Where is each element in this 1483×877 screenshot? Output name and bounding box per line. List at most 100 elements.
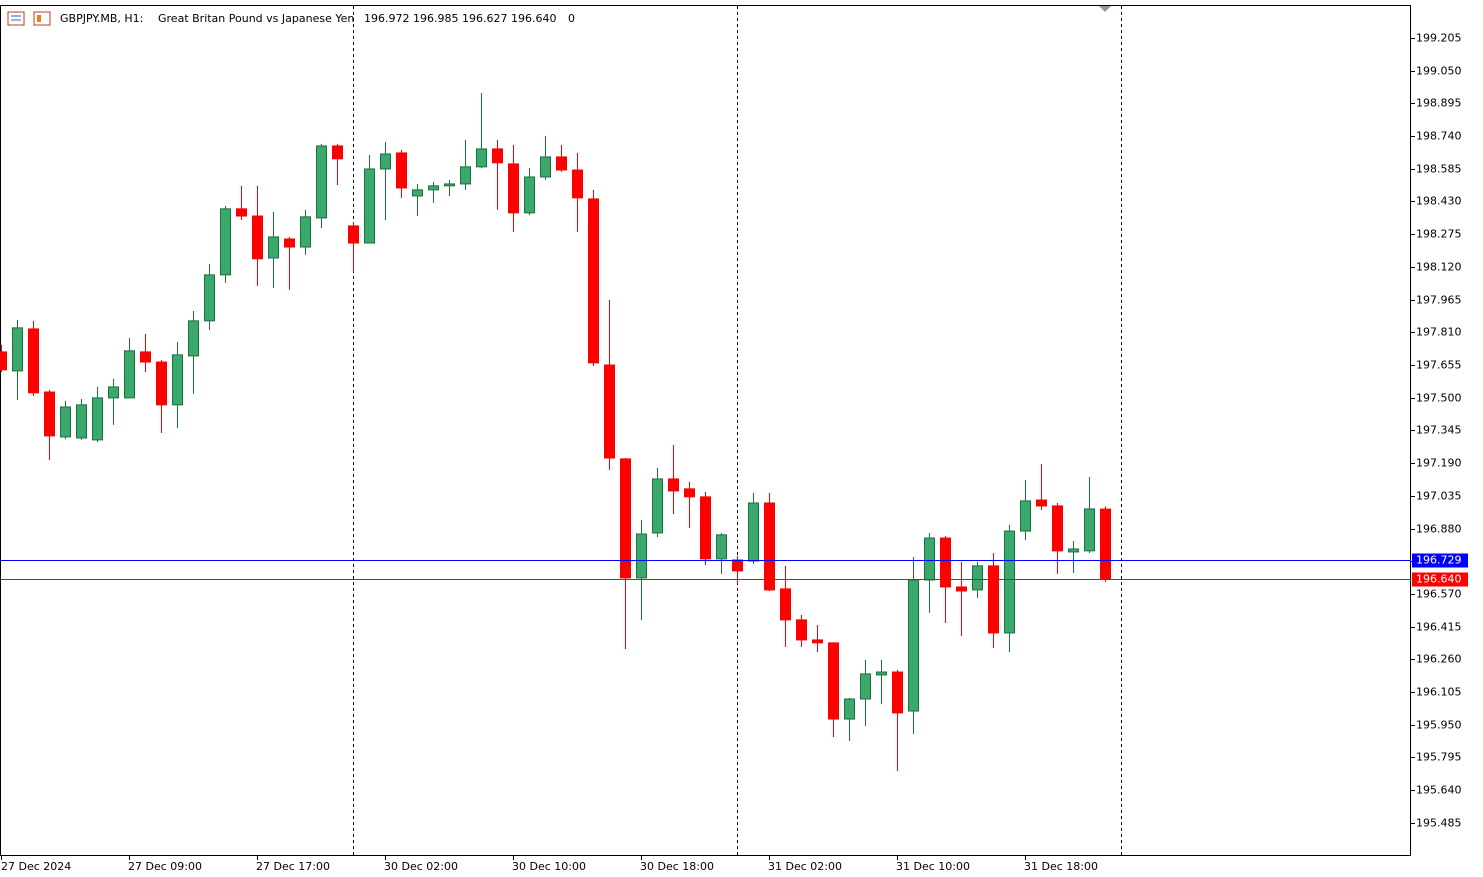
symbol: GBPJPY.MB, H1: [60,12,143,25]
candle-body [252,215,263,260]
candle-body [844,698,855,720]
candle-body [204,274,215,322]
candle-body [908,579,919,712]
candle-body [1052,505,1063,552]
y-tick-label: 198.120 [1416,261,1462,274]
candle-body [636,533,647,579]
header-icons [7,11,51,26]
y-tick-label: 197.500 [1416,392,1462,405]
y-tick-label: 198.895 [1416,97,1462,110]
candle-body [972,565,983,591]
candle-body [76,404,87,439]
candle-body [236,208,247,217]
shift-marker [1099,6,1111,12]
volume: 0 [568,12,575,25]
candle-body [348,225,359,244]
candle-body [1084,508,1095,552]
candle-body [316,145,327,219]
y-tick-label: 195.950 [1416,719,1462,732]
candle-body [700,496,711,560]
price-tag-label: 196.729 [1416,554,1462,567]
candle-body [412,189,423,197]
y-tick-label: 196.880 [1416,523,1462,536]
x-tick-label: 27 Dec 09:00 [128,860,202,873]
candle-body [428,185,439,191]
y-tick-label: 197.190 [1416,457,1462,470]
candle-body [924,537,935,581]
candle-body [956,586,967,592]
candle-body [492,148,503,164]
candle-body [140,351,151,363]
candle-body [940,537,951,588]
y-tick-label: 197.035 [1416,490,1462,503]
description: Great Britan Pound vs Japanese Yen [158,12,354,25]
y-tick-label: 198.275 [1416,228,1462,241]
candle-body [796,619,807,641]
candle-body [396,152,407,189]
candle-body [268,236,279,259]
y-tick-label: 197.810 [1416,326,1462,339]
candle-body [892,671,903,714]
y-tick-label: 199.205 [1416,32,1462,45]
candle-body [12,327,23,372]
candle-body [876,671,887,676]
candle-body [668,478,679,492]
candle-body [108,386,119,399]
y-tick-label: 198.430 [1416,195,1462,208]
candle-body [732,559,743,572]
candle-body [380,153,391,170]
candle-body [988,565,999,634]
candle-body [604,364,615,459]
candle-body [556,156,567,171]
ohlc: 196.972 196.985 196.627 196.640 [364,12,556,25]
candle-body [92,397,103,441]
icon [7,11,25,26]
candle-body [332,145,343,160]
y-tick-label: 197.345 [1416,424,1462,437]
candle-body [1068,548,1079,553]
y-tick-label: 196.260 [1416,653,1462,666]
x-tick-label: 30 Dec 02:00 [384,860,458,873]
icon [37,15,41,22]
candle-body [508,163,519,214]
price-tag-label: 196.640 [1416,573,1462,586]
candle-body [220,208,231,276]
candle-body [476,148,487,168]
y-tick-label: 198.585 [1416,163,1462,176]
candle-body [444,183,455,187]
candle-body [28,328,39,394]
candle-body [460,166,471,185]
price-tag [1412,553,1468,568]
x-tick-label: 27 Dec 2024 [1,860,71,873]
candle-body [684,488,695,498]
x-tick-label: 30 Dec 10:00 [512,860,586,873]
y-tick-label: 199.050 [1416,65,1462,78]
y-tick-label: 197.965 [1416,294,1462,307]
y-tick-label: 195.485 [1416,817,1462,830]
candle-body [188,320,199,357]
candle-body [780,588,791,621]
candle-body [588,198,599,364]
candle-body [812,639,823,644]
candle-body [0,351,7,371]
candle-body [156,361,167,406]
candle-body [748,502,759,562]
x-tick-label: 31 Dec 10:00 [896,860,970,873]
y-tick-label: 196.105 [1416,686,1462,699]
plot-frame [0,5,1411,856]
candle-body [124,350,135,399]
candle-body [1036,499,1047,507]
candle-body [364,168,375,244]
candle-body [540,156,551,178]
x-tick-label: 30 Dec 18:00 [640,860,714,873]
candle-body [828,642,839,720]
icon [33,11,51,26]
candle-body [284,238,295,248]
y-tick-label: 195.795 [1416,751,1462,764]
candle-body [860,673,871,700]
y-tick-label: 198.740 [1416,130,1462,143]
y-tick-label: 195.640 [1416,784,1462,797]
x-tick-label: 31 Dec 02:00 [768,860,842,873]
candle-body [572,169,583,199]
